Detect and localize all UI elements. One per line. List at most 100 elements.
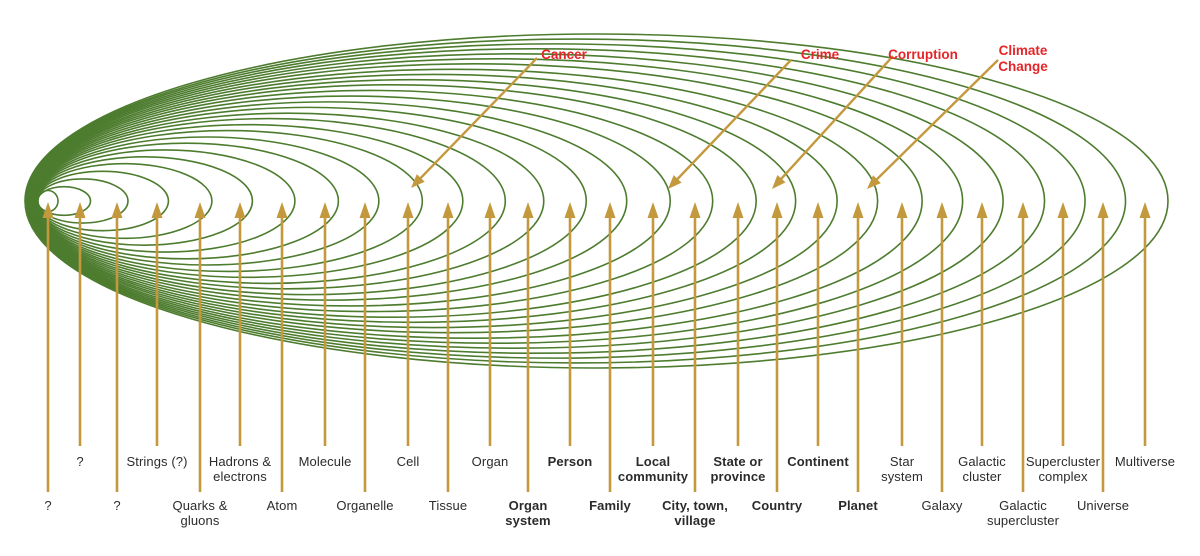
level-arrow-continent	[812, 202, 824, 446]
level-label-multiverse: Multiverse	[1114, 454, 1176, 469]
level-label-level-2: ?	[113, 498, 121, 513]
annotation-stem	[777, 55, 894, 183]
arrow-head-icon	[319, 202, 331, 218]
arrow-head-icon	[151, 202, 163, 218]
annotation-arrow-head-icon	[867, 175, 881, 189]
level-arrow-galactic-cluster	[976, 202, 988, 446]
level-label-quarks-gluons: Quarks & gluons	[172, 498, 228, 528]
arrow-head-icon	[402, 202, 414, 218]
level-label-state-or-province: State or province	[710, 454, 766, 484]
arrow-head-icon	[442, 202, 454, 218]
level-label-organ-system: Organ system	[505, 498, 551, 528]
level-label-organelle: Organelle	[336, 498, 394, 513]
level-label-galactic-cluster: Galactic cluster	[958, 454, 1006, 484]
annotation-arrow-crime	[668, 59, 792, 189]
level-arrow-atom	[276, 202, 288, 492]
arrow-head-icon	[812, 202, 824, 218]
level-label-level-0: ?	[44, 498, 52, 513]
level-label-continent: Continent	[787, 454, 849, 469]
arrow-head-icon	[74, 202, 86, 218]
level-arrow-state-or-province	[732, 202, 744, 446]
level-ellipse-multiverse	[24, 33, 1169, 369]
level-label-molecule: Molecule	[298, 454, 352, 469]
annotation-label-corruption: Corruption	[888, 47, 958, 62]
level-arrow-person	[564, 202, 576, 446]
annotation-arrow-head-icon	[772, 174, 786, 189]
level-label-star-system: Star system	[881, 454, 923, 484]
level-ellipse-hadrons-electrons	[34, 156, 254, 246]
level-arrow-tissue	[442, 202, 454, 492]
level-arrow-family	[604, 202, 616, 492]
level-label-galaxy: Galaxy	[921, 498, 963, 513]
level-arrow-multiverse	[1139, 202, 1151, 446]
level-label-person: Person	[547, 454, 593, 469]
arrow-head-icon	[647, 202, 659, 218]
level-arrow-cell	[402, 202, 414, 446]
arrow-head-icon	[976, 202, 988, 218]
level-arrow-star-system	[896, 202, 908, 446]
annotation-arrows-layer	[411, 55, 999, 189]
annotation-arrow-climate-change	[867, 59, 999, 189]
arrow-head-icon	[852, 202, 864, 218]
arrow-head-icon	[1057, 202, 1069, 218]
arrow-head-icon	[604, 202, 616, 218]
level-arrow-hadrons-electrons	[234, 202, 246, 446]
level-label-cell: Cell	[396, 454, 420, 469]
level-ellipse-quarks-gluons	[35, 162, 213, 240]
arrow-head-icon	[42, 202, 54, 218]
level-arrow-local-community	[647, 202, 659, 446]
level-arrow-organelle	[359, 202, 371, 492]
arrow-head-icon	[936, 202, 948, 218]
arrow-head-icon	[194, 202, 206, 218]
arrow-head-icon	[522, 202, 534, 218]
level-ellipse-organ	[31, 117, 507, 285]
level-ellipse-strings	[35, 170, 170, 232]
arrow-head-icon	[689, 202, 701, 218]
level-label-level-1: ?	[76, 454, 84, 469]
level-arrow-level-0	[42, 202, 54, 492]
level-arrows-layer	[42, 202, 1151, 492]
arrow-head-icon	[732, 202, 744, 218]
arrow-head-icon	[111, 202, 123, 218]
arrow-head-icon	[484, 202, 496, 218]
arrow-head-icon	[1017, 202, 1029, 218]
level-arrow-galaxy	[936, 202, 948, 492]
level-label-country: Country	[751, 498, 803, 513]
level-arrow-supercluster-complex	[1057, 202, 1069, 446]
annotation-stem	[674, 59, 792, 183]
arrow-head-icon	[1097, 202, 1109, 218]
level-label-organ: Organ	[471, 454, 509, 469]
annotation-arrow-corruption	[772, 55, 894, 189]
annotation-arrow-head-icon	[411, 174, 425, 188]
arrow-head-icon	[896, 202, 908, 218]
level-label-universe: Universe	[1076, 498, 1130, 513]
arrow-head-icon	[359, 202, 371, 218]
arrow-head-icon	[564, 202, 576, 218]
annotation-label-cancer: Cancer	[541, 47, 587, 62]
level-arrow-molecule	[319, 202, 331, 446]
level-label-tissue: Tissue	[428, 498, 468, 513]
arrow-head-icon	[276, 202, 288, 218]
level-label-supercluster-complex: Supercluster complex	[1025, 454, 1101, 484]
level-arrow-organ-system	[522, 202, 534, 492]
annotation-arrow-head-icon	[668, 175, 682, 189]
annotation-stem	[417, 57, 538, 182]
annotation-label-climate-change: Climate Change	[998, 43, 1048, 74]
level-arrow-organ	[484, 202, 496, 446]
level-arrow-planet	[852, 202, 864, 492]
level-arrow-quarks-gluons	[194, 202, 206, 492]
annotation-arrow-cancer	[411, 57, 538, 188]
level-label-family: Family	[589, 498, 631, 513]
level-arrow-level-1	[74, 202, 86, 446]
level-arrow-galactic-supercluster	[1017, 202, 1029, 492]
level-arrow-level-2	[111, 202, 123, 492]
level-arrow-country	[771, 202, 783, 492]
level-label-galactic-supercluster: Galactic supercluster	[986, 498, 1060, 528]
level-ellipse-person	[30, 106, 588, 296]
level-label-city-town-village: City, town, village	[662, 498, 728, 528]
arrow-head-icon	[1139, 202, 1151, 218]
level-label-hadrons-electrons: Hadrons & electrons	[208, 454, 272, 484]
annotation-stem	[873, 59, 999, 183]
